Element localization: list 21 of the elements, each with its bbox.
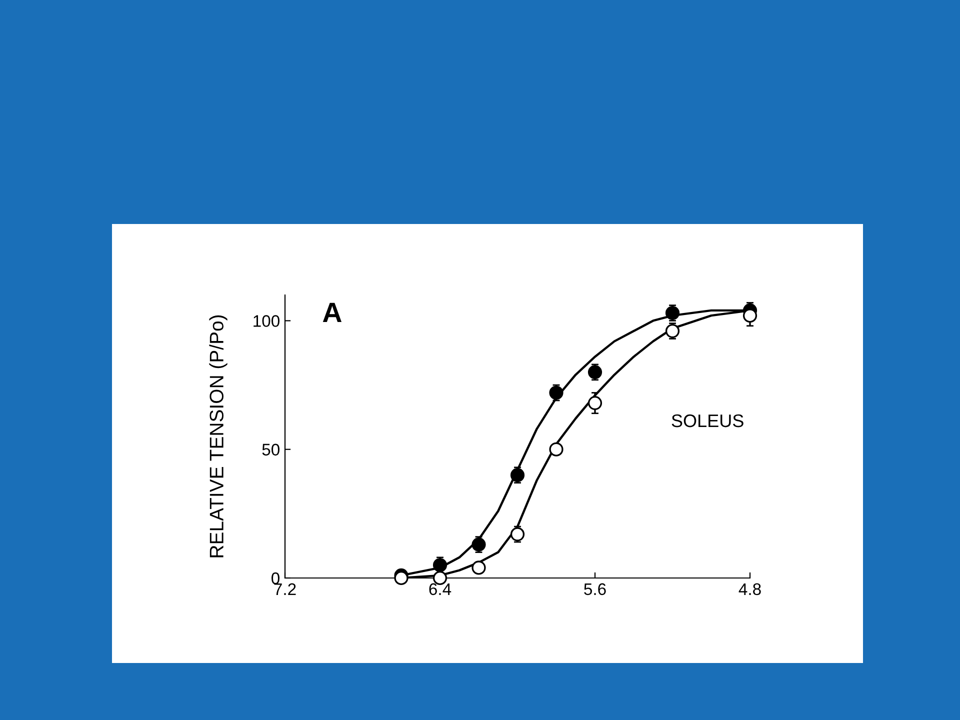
point <box>510 468 525 482</box>
x-tick-label: 6.4 <box>429 583 452 596</box>
point <box>549 386 564 400</box>
point <box>472 560 486 575</box>
point <box>588 396 602 410</box>
annotation: A <box>322 302 342 322</box>
point <box>742 308 758 323</box>
y-tick-label: 100 <box>254 315 280 327</box>
point <box>549 442 564 456</box>
x-tick-label: 5.6 <box>584 583 606 596</box>
y-axis-title: RELATIVE TENSION (P/Po) <box>209 315 228 558</box>
point <box>472 538 486 552</box>
x-tick-label: 7.2 <box>274 583 296 595</box>
point <box>510 527 525 542</box>
point <box>394 570 408 586</box>
point <box>432 558 448 572</box>
point <box>588 365 602 380</box>
annotation: SOLEUS <box>672 414 744 428</box>
y-tick-label: 0 <box>272 572 280 584</box>
y-tick-label: 50 <box>262 444 280 456</box>
x-tick-label: 4.8 <box>738 583 761 596</box>
